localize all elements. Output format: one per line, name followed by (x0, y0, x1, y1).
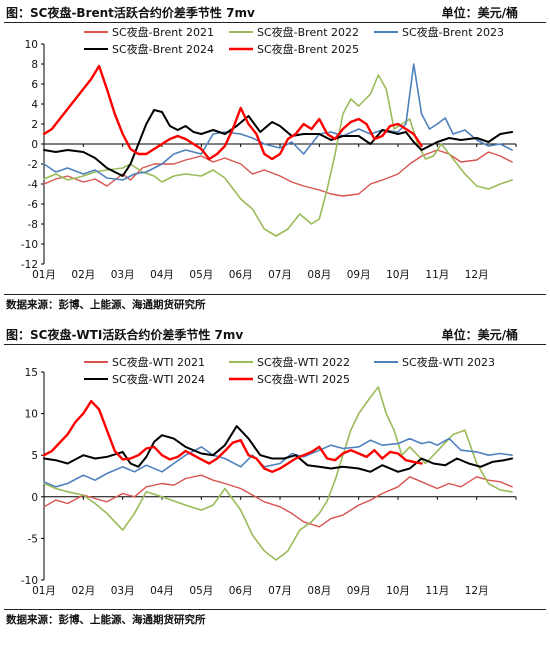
chart1-header: 图：SC夜盘-Brent活跃合约价差季节性 7mv 单位：美元/桶 (0, 2, 550, 22)
chart1-y-tick-label: -12 (21, 259, 38, 271)
chart2-x-tick-label: 06月 (229, 585, 253, 597)
chart1-x-tick-label: 03月 (111, 269, 135, 281)
chart2-x-tick-label: 10月 (386, 585, 410, 597)
chart2-x-tick-label: 05月 (189, 585, 213, 597)
chart2-header: 图：SC夜盘-WTI活跃合约价差季节性 7mv 单位：美元/桶 (0, 324, 550, 344)
chart2-x-tick-label: 12月 (465, 585, 489, 597)
chart1-legend-label: SC夜盘-Brent 2025 (257, 42, 359, 56)
chart1-series-line-3 (43, 63, 513, 181)
chart2-x-tick-label: 04月 (150, 585, 174, 597)
chart2-legend-label: SC夜盘-WTI 2022 (257, 355, 350, 369)
chart1-x-tick-label: 09月 (347, 269, 371, 281)
chart2-top-rule (4, 344, 546, 345)
chart2-x-tick-label: 08月 (307, 585, 331, 597)
chart2-x-tick-label: 09月 (347, 585, 371, 597)
chart2-bottom-rule (4, 609, 546, 610)
chart2-source: 数据来源：彭博、上能源、海通期货研究所 (6, 614, 206, 626)
chart2-legend-label: SC夜盘-WTI 2024 (112, 372, 205, 386)
chart2-series-line-2 (43, 386, 513, 561)
chart1-y-tick-label: -6 (28, 199, 39, 211)
chart1-y-tick-label: -8 (28, 219, 38, 231)
chart2-x-tick-label: 03月 (111, 585, 135, 597)
chart1-source: 数据来源：彭博、上能源、海通期货研究所 (6, 299, 206, 311)
chart2-x-tick-label: 07月 (268, 585, 292, 597)
chart2-series-line-5 (42, 399, 423, 474)
chart2-legend-label: SC夜盘-WTI 2021 (112, 355, 205, 369)
chart1-legend-label: SC夜盘-Brent 2024 (112, 42, 214, 56)
chart1-y-tick-label: -10 (21, 239, 38, 251)
chart1-y-tick-label: -4 (28, 179, 39, 191)
chart1-y-tick-label: 10 (25, 39, 38, 51)
chart1-legend-label: SC夜盘-Brent 2022 (257, 25, 359, 39)
chart2-y-tick-label: -5 (28, 533, 38, 545)
chart1-x-tick-label: 04月 (150, 269, 174, 281)
chart2-x-tick-label: 11月 (425, 585, 449, 597)
chart2-y-tick-label: 0 (31, 492, 38, 504)
chart2-title: 图：SC夜盘-WTI活跃合约价差季节性 7mv (6, 328, 244, 342)
chart2-y-tick-label: 5 (31, 450, 38, 462)
chart1-y-tick-label: 0 (31, 139, 38, 151)
chart1-x-tick-label: 02月 (71, 269, 95, 281)
chart2-legend-label: SC夜盘-WTI 2025 (257, 372, 350, 386)
chart1-plot: -12 -10 -8 -6 -4 -2 0 2 4 6 8 10 01月 02月 03月 04月 05月 06月 0… (21, 25, 517, 281)
chart1-series-line-4 (43, 109, 514, 177)
chart1-x-tick-label: 11月 (425, 269, 449, 281)
chart2-series-line-1 (43, 474, 513, 528)
chart2-plot: -10 -5 0 5 10 15 01月 02月 03月 04月 05月 06月 07月 08月 09月 10… (21, 355, 517, 597)
chart1-y-tick-label: 6 (31, 79, 38, 91)
chart1-x-tick-label: 07月 (268, 269, 292, 281)
chart2-y-tick-label: -10 (21, 575, 38, 587)
chart2-unit: 单位：美元/桶 (441, 328, 518, 342)
chart2-legend-label: SC夜盘-WTI 2023 (402, 355, 495, 369)
chart1-y-tick-label: 2 (31, 119, 38, 131)
chart1-title: 图：SC夜盘-Brent活跃合约价差季节性 7mv (6, 6, 255, 20)
chart1-top-rule (4, 22, 546, 23)
chart1-unit: 单位：美元/桶 (441, 6, 518, 20)
chart1-x-tick-label: 05月 (189, 269, 213, 281)
chart2-x-tick-label: 01月 (32, 585, 56, 597)
chart1-y-tick-label: -2 (28, 159, 38, 171)
chart1-series-line-2 (43, 74, 513, 237)
chart1-legend-label: SC夜盘-Brent 2023 (402, 25, 504, 39)
chart1-legend-label: SC夜盘-Brent 2021 (112, 25, 214, 39)
chart2-y-tick-label: 10 (25, 409, 38, 421)
chart1-y-tick-label: 4 (31, 99, 38, 111)
chart1-bottom-rule (4, 294, 546, 295)
chart1-x-tick-label: 08月 (307, 269, 331, 281)
chart1-x-tick-label: 12月 (465, 269, 489, 281)
chart1-x-tick-label: 01月 (32, 269, 56, 281)
chart2-y-tick-label: 15 (25, 367, 38, 379)
chart2-x-tick-label: 02月 (71, 585, 95, 597)
chart1-series-line-5 (42, 64, 423, 161)
chart1-x-tick-label: 06月 (229, 269, 253, 281)
chart1-series-line-1 (43, 149, 513, 197)
chart1-y-tick-label: 8 (31, 59, 38, 71)
chart1-x-tick-label: 10月 (386, 269, 410, 281)
